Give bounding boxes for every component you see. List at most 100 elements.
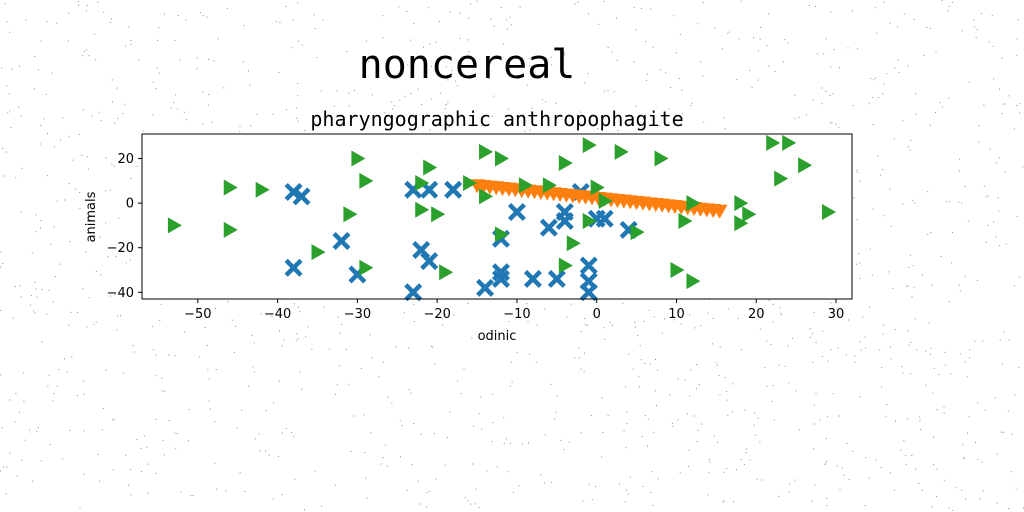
x-axis-ticks: −50 −40 −30 −20 −10 0 10 20 30 [184,299,844,322]
speckle-dot [404,95,406,97]
speckle-dot [982,340,984,342]
speckle-dot [997,197,999,199]
speckle-dot [256,114,258,115]
speckle-dot [649,363,651,365]
speckle-dot [839,489,841,491]
speckle-dot [923,55,925,56]
speckle-dot [678,78,680,79]
speckle-dot [978,125,980,127]
speckle-dot [688,449,690,451]
speckle-dot [200,11,201,13]
speckle-dot [417,88,419,90]
speckle-dot [82,380,84,382]
speckle-dot [921,274,923,276]
speckle-dot [384,444,386,446]
speckle-dot [531,107,533,109]
speckle-dot [79,207,81,209]
speckle-dot [112,419,114,421]
speckle-dot [984,409,986,411]
speckle-dot [1016,105,1018,106]
speckle-dot [993,78,995,80]
speckle-dot [645,80,647,82]
speckle-dot [78,4,80,6]
speckle-dot [987,224,989,226]
speckle-dot [975,442,976,443]
speckle-dot [100,274,102,276]
speckle-dot [570,303,572,305]
speckle-dot [629,476,631,478]
speckle-dot [128,26,130,28]
speckle-dot [82,55,84,57]
speckle-dot [53,393,55,395]
speckle-dot [584,324,586,326]
speckle-dot [48,290,50,291]
speckle-dot [611,51,613,53]
speckle-dot [168,354,170,356]
speckle-dot [540,474,542,476]
speckle-dot [944,364,946,366]
speckle-dot [188,440,189,442]
speckle-dot [795,390,797,392]
speckle-dot [914,202,916,204]
speckle-dot [601,397,603,399]
speckle-dot [248,385,250,387]
speckle-dot [406,11,408,12]
speckle-dot [46,175,48,177]
speckle-dot [813,312,815,313]
speckle-dot [33,310,34,312]
speckle-dot [99,480,100,482]
speckle-dot [429,43,431,45]
speckle-dot [36,296,38,298]
speckle-dot [756,478,758,480]
speckle-dot [481,428,483,430]
speckle-dot [35,214,37,216]
scatter-point-down-triangle-marker [711,204,728,219]
speckle-dot [722,501,724,503]
speckle-dot [410,392,412,394]
speckle-dot [419,503,421,505]
scatter-point-right-triangle-marker [678,212,693,229]
speckle-dot [43,118,45,120]
speckle-dot [83,393,85,395]
speckle-dot [1016,54,1018,56]
scatter-point-right-triangle-marker [518,177,533,194]
speckle-dot [82,109,84,111]
speckle-dot [363,414,365,416]
speckle-dot [521,443,523,445]
speckle-dot [826,497,828,499]
speckle-dot [656,405,657,406]
speckle-dot [9,31,11,33]
speckle-dot [86,326,88,328]
speckle-dot [829,94,831,96]
speckle-dot [130,178,132,180]
speckle-dot [30,295,32,297]
speckle-dot [58,369,60,371]
speckle-dot [894,67,896,69]
speckle-dot [133,351,135,353]
speckle-dot [1010,471,1012,473]
speckle-dot [865,457,867,459]
scatter-point-right-triangle-marker [359,172,374,189]
speckle-dot [1,67,3,69]
speckle-dot [146,446,148,448]
speckle-dot [771,401,773,402]
speckle-dot [723,471,725,473]
speckle-dot [328,348,330,350]
speckle-dot [196,57,198,59]
speckle-dot [591,499,593,500]
speckle-dot [671,422,673,424]
speckle-dot [794,479,796,481]
speckle-dot [897,59,899,61]
speckle-dot [109,189,111,191]
speckle-dot [239,472,241,474]
speckle-dot [647,445,648,447]
speckle-dot [192,495,194,496]
speckle-dot [68,324,70,326]
speckle-dot [694,327,696,329]
speckle-dot [120,315,121,317]
speckle-dot [603,327,605,329]
speckle-dot [297,2,299,4]
speckle-dot [72,159,74,161]
speckle-dot [712,318,714,319]
